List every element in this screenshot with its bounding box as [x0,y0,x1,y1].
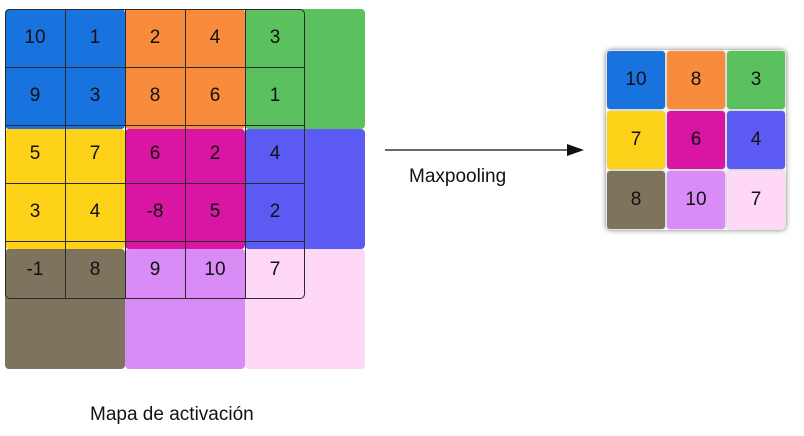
grid-line [5,67,305,68]
activation-cell: 6 [209,85,221,106]
grid-line [65,9,66,299]
activation-cell: 5 [209,201,221,222]
pooled-cell: 8 [607,171,665,229]
grid-line [245,9,246,299]
activation-cell: 4 [89,201,101,222]
activation-cell: 8 [89,259,101,280]
activation-cell: 3 [89,85,101,106]
pooled-output-grid: 10 8 3 7 6 4 8 10 7 [606,50,786,230]
arrow-icon [385,144,584,156]
activation-cell: 4 [209,27,221,48]
activation-cell: 10 [24,27,46,48]
activation-cell: -1 [26,259,44,280]
activation-cell: 3 [29,201,41,222]
activation-cell: -8 [146,201,164,222]
pooled-cell: 8 [667,51,725,109]
pooled-cell: 4 [727,111,785,169]
activation-cell: 6 [149,143,161,164]
activation-cell: 1 [89,27,101,48]
activation-cell: 2 [209,143,221,164]
activation-cell: 8 [149,85,161,106]
pooled-cell: 10 [607,51,665,109]
activation-cell: 7 [269,259,281,280]
activation-cell: 9 [29,85,41,106]
pooling-region [245,129,365,249]
activation-map-label: Mapa de activación [90,404,254,425]
activation-cell: 9 [149,259,161,280]
activation-cell: 1 [269,85,281,106]
activation-cell: 2 [269,201,281,222]
activation-cell: 4 [269,143,281,164]
pooled-cell: 7 [607,111,665,169]
activation-cell: 3 [269,27,281,48]
grid-line [185,9,186,299]
maxpooling-label: Maxpooling [409,166,507,187]
grid-line [5,125,305,126]
grid-line [5,241,305,242]
activation-map-border [5,9,305,299]
activation-cell: 7 [89,143,101,164]
pooled-cell: 7 [727,171,785,229]
pooled-cell: 6 [667,111,725,169]
pooling-region [245,249,365,369]
pooled-cell: 10 [667,171,725,229]
activation-cell: 2 [149,27,161,48]
activation-cell: 10 [204,259,226,280]
pooling-region [245,9,365,129]
grid-line [5,183,305,184]
pooled-cell: 3 [727,51,785,109]
grid-line [125,9,126,299]
activation-cell: 5 [29,143,41,164]
